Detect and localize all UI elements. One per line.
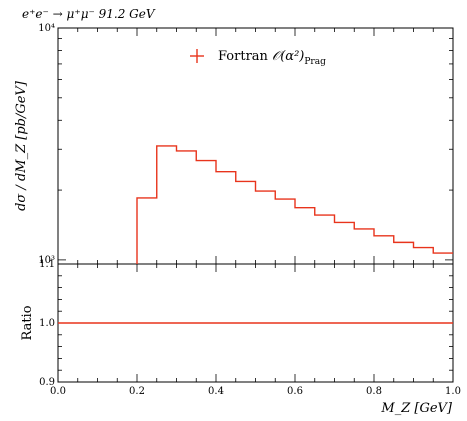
ratio-y-tick-label: 0.9	[39, 377, 55, 388]
legend-label-main: Fortran	[218, 49, 272, 64]
ratio-y-tick-label: 1.1	[39, 259, 55, 270]
x-axis-label: M_Z [GeV]	[380, 401, 453, 416]
x-ticks: 0.0 0.2 0.4 0.6 0.8 1.0	[50, 28, 461, 397]
legend-entry-fortran: Fortran 𝒪(α²)Prag	[218, 49, 326, 67]
x-tick-label: 1.0	[445, 386, 461, 397]
x-tick-label: 0.2	[129, 386, 145, 397]
legend: Fortran 𝒪(α²)Prag	[190, 49, 326, 67]
x-tick-label: 0.8	[366, 386, 382, 397]
legend-label-math: 𝒪(α²)	[272, 49, 304, 64]
main-y-tick-label: 10⁴	[38, 23, 55, 34]
legend-label-sub: Prag	[304, 57, 326, 67]
chart-title: e⁺e⁻ → μ⁺μ⁻ 91.2 GeV	[22, 7, 156, 21]
main-y-ticks: 10³ 10⁴	[38, 23, 453, 266]
main-y-tick-label: 10³	[38, 255, 55, 266]
ratio-y-axis-label: Ratio	[20, 305, 35, 340]
x-tick-label: 0.6	[287, 386, 303, 397]
x-tick-label: 0.4	[208, 386, 224, 397]
ratio-y-tick-label: 1.0	[39, 318, 55, 329]
main-y-axis-label: dσ / dM_Z [pb/GeV]	[14, 80, 29, 211]
x-tick-label: 0.0	[50, 386, 66, 397]
histogram-series-fortran	[136, 145, 453, 264]
